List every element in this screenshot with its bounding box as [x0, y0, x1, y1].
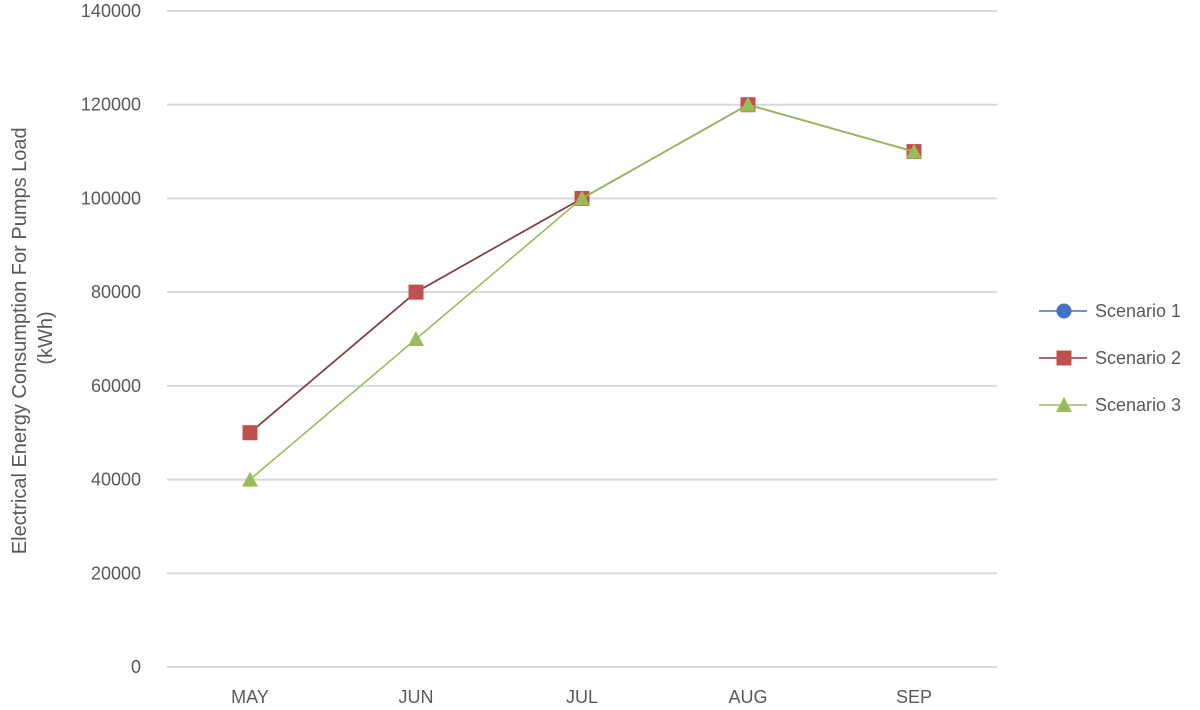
legend-item-1: Scenario 1: [1039, 301, 1181, 321]
series-3-point-jul: [574, 190, 590, 206]
legend-marker-3: [1056, 397, 1072, 412]
x-axis-ticks: MAY JUN JUL AUG SEP: [231, 687, 932, 707]
x-tick-label-jul: JUL: [566, 687, 598, 707]
series-3: [242, 96, 922, 487]
legend-item-2: Scenario 2: [1039, 348, 1181, 368]
series-3-point-aug: [740, 96, 756, 112]
legend-label-3: Scenario 3: [1095, 395, 1181, 415]
legend-label-1: Scenario 1: [1095, 301, 1181, 321]
x-tick-label-sep: SEP: [896, 687, 932, 707]
series-3-point-jun: [408, 331, 424, 346]
legend-label-2: Scenario 2: [1095, 348, 1181, 368]
series-2-point-may: [242, 425, 258, 441]
x-tick-label-aug: AUG: [728, 687, 767, 707]
y-tick-label: 80000: [91, 282, 141, 302]
legend-marker-2: [1056, 350, 1072, 366]
legend: Scenario 1 Scenario 2 Scenario 3: [1039, 301, 1181, 415]
y-tick-label: 60000: [91, 376, 141, 396]
gridlines: [167, 10, 997, 668]
y-axis-title: Electrical Energy Consumption For Pumps …: [9, 122, 57, 554]
y-tick-label: 40000: [91, 470, 141, 490]
y-tick-label: 20000: [91, 563, 141, 583]
y-axis-title-line-2: (kWh): [35, 311, 57, 364]
y-tick-label: 100000: [81, 188, 141, 208]
x-tick-label-may: MAY: [231, 687, 269, 707]
y-tick-label: 140000: [81, 1, 141, 21]
legend-item-3: Scenario 3: [1039, 395, 1181, 415]
series-2-point-jun: [408, 284, 424, 300]
y-axis-title-line-1: Electrical Energy Consumption For Pumps …: [9, 127, 31, 554]
series-1-line: [249, 103, 915, 434]
series-2-line: [249, 103, 915, 434]
series-3-point-may: [242, 471, 258, 487]
legend-marker-1: [1056, 303, 1072, 319]
series-3-point-sep: [906, 143, 922, 159]
y-tick-label: 0: [131, 657, 141, 677]
series-2: [242, 97, 922, 441]
series-layer: [242, 96, 922, 487]
y-tick-label: 120000: [81, 95, 141, 115]
x-tick-label-jun: JUN: [399, 687, 434, 707]
series-1: [242, 97, 922, 441]
y-axis-ticks: 0 20000 40000 60000 80000 100000 120000 140000: [81, 1, 141, 677]
